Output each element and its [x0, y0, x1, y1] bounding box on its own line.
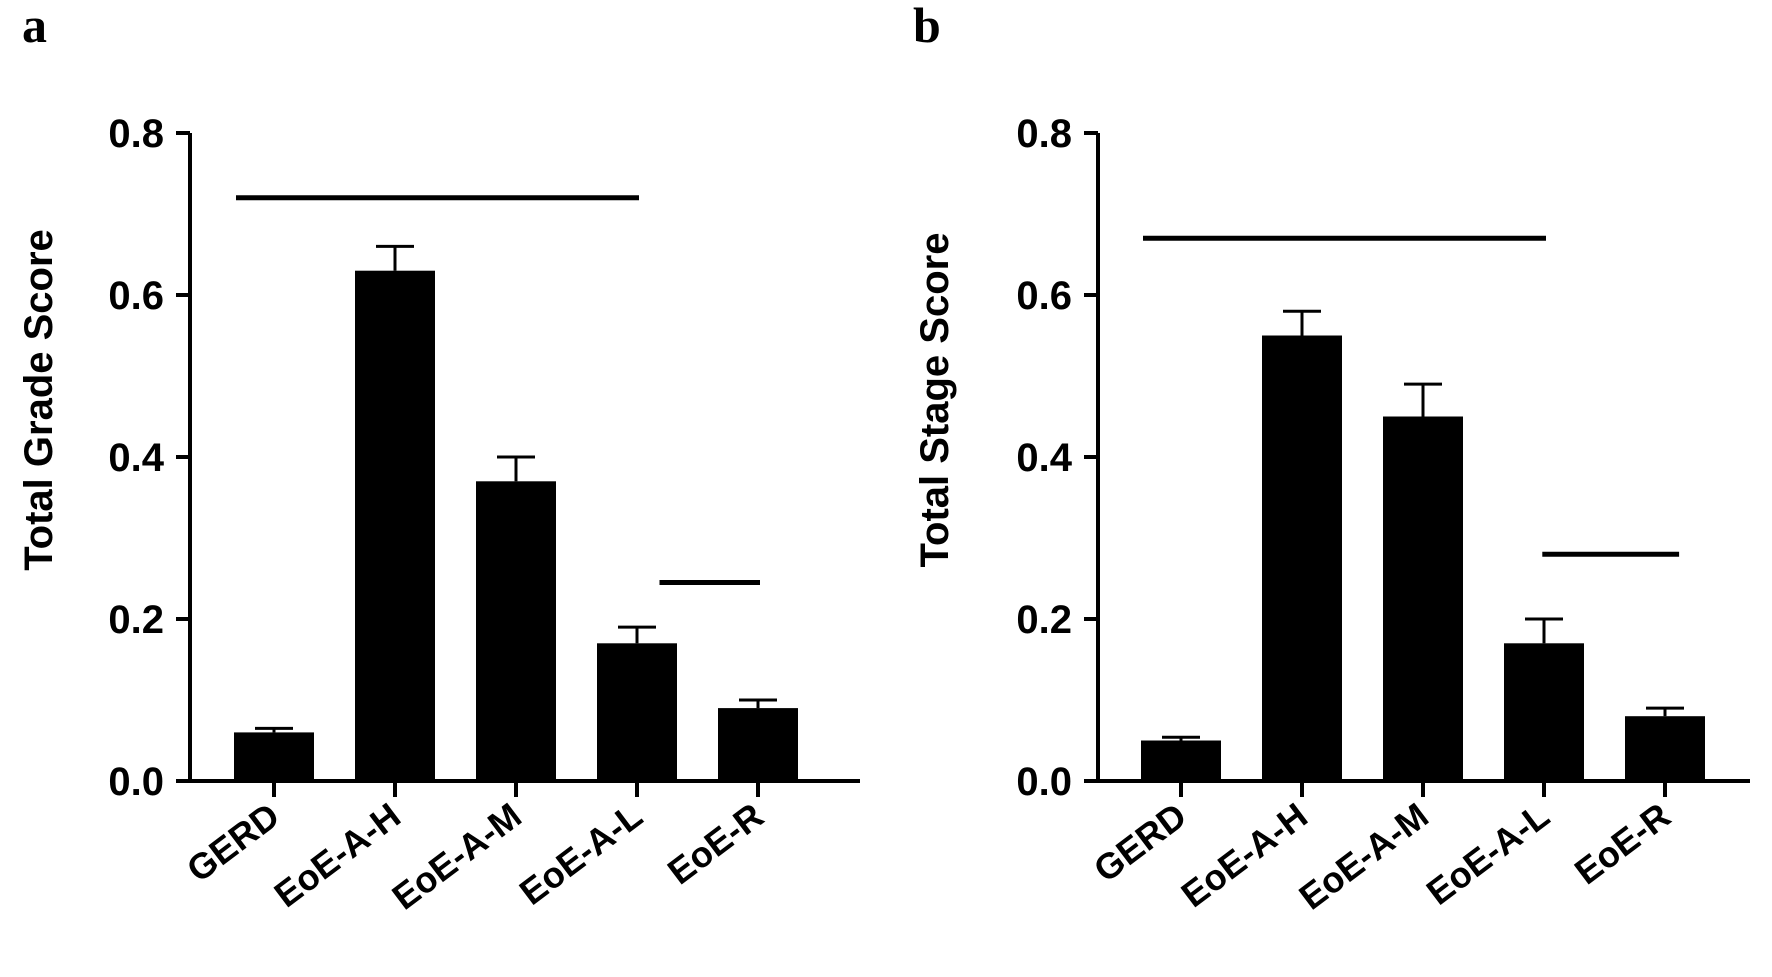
y-tick-label: 0.4	[108, 436, 164, 480]
y-tick-label: 0.6	[108, 274, 164, 318]
y-axis-title: Total Grade Score	[17, 229, 61, 571]
panel-b: b Total Stage Score 0.0 0.2 0.4 0.6 0.8 GERD…	[913, 0, 1750, 918]
panel-letter: a	[22, 0, 47, 53]
bar-gerd	[1141, 740, 1221, 781]
error-bar-eoe-a-l	[618, 625, 656, 644]
x-tick-label-eoe-a-l: EoE-A-L	[512, 795, 650, 913]
bar-gerd	[234, 732, 314, 781]
x-tick-label-eoe-a-m: EoE-A-M	[384, 795, 528, 918]
error-bar-eoe-a-l	[1525, 617, 1563, 644]
bar-eoe-r	[1625, 716, 1705, 781]
bar-eoe-a-m	[1383, 416, 1463, 781]
y-axis-title: Total Stage Score	[913, 233, 957, 568]
y-tick-label: 0.0	[1016, 760, 1072, 804]
error-bar-eoe-a-m	[1404, 382, 1442, 417]
x-tick-label-gerd: GERD	[1086, 795, 1194, 890]
x-tick-label-eoe-r: EoE-R	[660, 795, 771, 893]
y-tick-label: 0.2	[1016, 598, 1072, 642]
y-tick-label: 0.0	[108, 760, 164, 804]
error-bar-eoe-a-h	[1283, 309, 1321, 336]
bar-eoe-a-m	[476, 481, 556, 781]
bar-eoe-a-l	[597, 643, 677, 781]
x-tick-label-eoe-r: EoE-R	[1567, 795, 1678, 893]
bar-eoe-a-l	[1504, 643, 1584, 781]
bar-eoe-a-h	[1262, 335, 1342, 781]
bar-eoe-a-h	[355, 270, 435, 781]
error-bar-eoe-r	[739, 698, 777, 709]
error-bar-gerd	[255, 726, 293, 733]
error-bar-gerd	[1162, 735, 1200, 741]
x-tick-label-eoe-a-l: EoE-A-L	[1419, 795, 1557, 913]
x-tick-label-gerd: GERD	[179, 795, 287, 890]
panel-letter: b	[913, 0, 941, 53]
x-tick-label-eoe-a-h: EoE-A-H	[267, 795, 408, 916]
x-tick-label-eoe-a-h: EoE-A-H	[1174, 795, 1315, 916]
y-tick-label: 0.6	[1016, 274, 1072, 318]
error-bar-eoe-r	[1646, 706, 1684, 717]
x-tick-label-eoe-a-m: EoE-A-M	[1291, 795, 1435, 918]
y-tick-label: 0.8	[1016, 112, 1072, 156]
y-tick-label: 0.2	[108, 598, 164, 642]
error-bar-eoe-a-h	[376, 244, 414, 271]
error-bar-eoe-a-m	[497, 455, 535, 482]
y-tick-label: 0.8	[108, 112, 164, 156]
y-tick-label: 0.4	[1016, 436, 1072, 480]
panel-a: a Total Grade Score 0.0 0.2 0.4 0.6 0.8 GERD…	[17, 0, 860, 918]
bar-eoe-r	[718, 708, 798, 781]
